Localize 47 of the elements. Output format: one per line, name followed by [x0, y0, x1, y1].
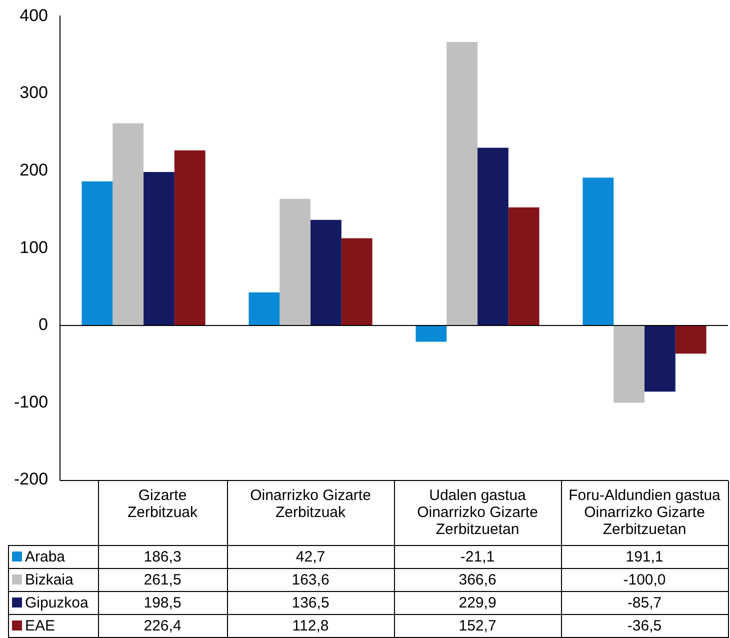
- bar: [341, 238, 372, 326]
- bar: [446, 42, 478, 326]
- data-label: 42,7: [296, 548, 326, 566]
- y-tick-label: 400: [20, 6, 48, 25]
- y-tick-label: 0: [38, 315, 48, 334]
- data-label: -85,7: [627, 594, 662, 612]
- y-tick-label: -200: [14, 470, 48, 489]
- bar: [310, 220, 342, 326]
- data-label: 198,5: [144, 594, 182, 612]
- data-label: 229,9: [458, 594, 496, 612]
- data-label: 163,6: [292, 572, 330, 589]
- x-tick-label: Foru-Aldundien gastua Oinarrizko Gizarte Zerbitzuetan: [568, 487, 722, 538]
- bar: [82, 181, 113, 326]
- data-label: 261,5: [144, 572, 182, 589]
- data-label: 191,1: [626, 548, 664, 566]
- bar: [614, 325, 645, 403]
- bar: [644, 325, 676, 392]
- y-tick-label: -100: [14, 392, 48, 412]
- data-label: 366,6: [458, 572, 496, 589]
- data-label: 112,8: [292, 618, 329, 635]
- data-label: -36,5: [627, 618, 662, 635]
- data-label: -100,0: [623, 572, 666, 589]
- y-tick-label: 100: [20, 238, 48, 257]
- legend-label: Bizkaia: [25, 572, 74, 589]
- y-tick-label: 300: [20, 83, 48, 102]
- bar: [582, 178, 614, 326]
- bar: [280, 198, 311, 326]
- bar: [144, 172, 174, 326]
- x-tick-label: Udalen gastua Oinarrizko Gizarte Zerbitzuetan: [417, 487, 538, 538]
- data-label: 226,4: [144, 618, 182, 635]
- bar: [112, 123, 144, 326]
- bar: [174, 150, 206, 326]
- x-tick-label: Oinarrizko Gizarte Zerbitzuak: [250, 487, 371, 522]
- x-tick-label: Gizarte Zerbitzuak: [127, 487, 198, 522]
- bar: [478, 148, 508, 326]
- bar: [675, 325, 706, 354]
- legend-label: Gipuzkoa: [25, 594, 90, 612]
- data-label: -21,1: [460, 548, 495, 566]
- bar: [508, 207, 540, 326]
- data-label: 152,7: [458, 618, 496, 635]
- bar: [416, 325, 447, 342]
- data-label: 186,3: [144, 548, 182, 566]
- data-label: 136,5: [292, 594, 330, 612]
- y-tick-label: 200: [20, 160, 48, 180]
- legend-label: EAE: [25, 618, 56, 635]
- legend-label: Araba: [25, 548, 66, 566]
- bar: [248, 292, 280, 326]
